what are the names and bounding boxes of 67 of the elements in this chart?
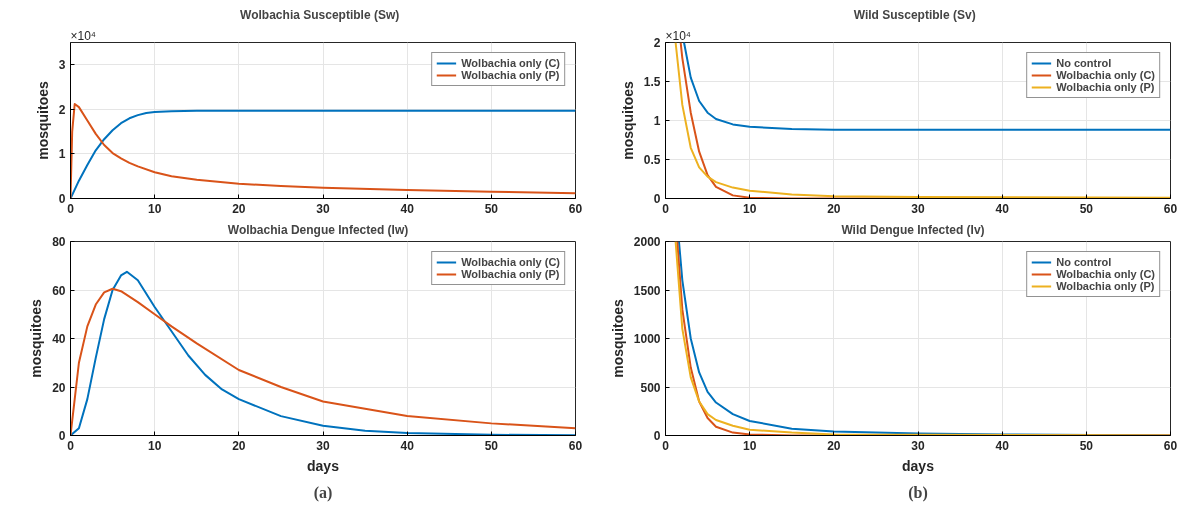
text: (b) xyxy=(908,483,928,502)
y-tick-label: 2 xyxy=(58,102,66,117)
y-tick-label: 1000 xyxy=(633,332,661,346)
x-tick-label: 50 xyxy=(484,438,499,453)
x-tick-label: 10 xyxy=(742,438,757,453)
x-axis-title: days xyxy=(307,457,340,474)
x-tick-label: 60 xyxy=(1163,201,1178,216)
legend-label: Wolbachia only (P) xyxy=(1056,81,1155,93)
y-axis-title: mosquitoes xyxy=(28,299,45,378)
annotation: ×10⁴ xyxy=(665,28,692,43)
y-tick-label: 2 xyxy=(653,36,661,50)
y-tick-label: 500 xyxy=(640,380,661,395)
x-tick-label: 10 xyxy=(147,438,162,453)
y-tick-label: 0.5 xyxy=(643,153,661,167)
y-axis-title: mosquitoes xyxy=(34,81,51,160)
legend-label: Wolbachia only (P) xyxy=(461,69,560,81)
x-tick-label: 30 xyxy=(316,201,330,216)
legend-label: Wolbachia only (P) xyxy=(1056,280,1155,292)
x-axis-title: days xyxy=(902,457,935,474)
x-tick-label: 20 xyxy=(232,438,246,453)
legend-label: Wolbachia only (C) xyxy=(1056,268,1155,280)
y-tick-label: 1.5 xyxy=(643,75,661,89)
x-tick-label: 60 xyxy=(568,201,583,216)
chart-title: Wild Susceptible (Sv) xyxy=(853,7,976,22)
y-tick-label: 0 xyxy=(653,429,661,443)
x-tick-label: 50 xyxy=(1079,438,1094,453)
legend-label: Wolbachia only (C) xyxy=(461,256,560,268)
x-tick-label: 40 xyxy=(995,201,1010,216)
y-tick-label: 80 xyxy=(52,235,66,249)
y-tick-label: 20 xyxy=(52,380,66,395)
x-tick-label: 20 xyxy=(827,438,841,453)
y-tick-label: 0 xyxy=(58,192,66,206)
x-tick-label: 40 xyxy=(995,438,1010,453)
x-tick-label: 20 xyxy=(827,201,841,216)
x-tick-label: 10 xyxy=(147,201,162,216)
x-tick-label: 30 xyxy=(316,438,330,453)
y-tick-label: 60 xyxy=(52,283,66,298)
y-axis-title: mosquitoes xyxy=(619,81,636,160)
y-tick-label: 1 xyxy=(653,114,661,128)
legend-label: Wolbachia only (C) xyxy=(461,57,560,69)
annotation: ×10⁴ xyxy=(70,28,97,43)
y-tick-label: 3 xyxy=(58,58,66,73)
x-tick-label: 30 xyxy=(911,201,925,216)
x-tick-label: 30 xyxy=(911,438,925,453)
chart-title: Wild Dengue Infected (Iv) xyxy=(841,222,985,237)
y-tick-label: 40 xyxy=(52,332,66,346)
legend-label: No control xyxy=(1056,57,1112,69)
x-tick-label: 40 xyxy=(400,438,415,453)
x-tick-label: 50 xyxy=(1079,201,1094,216)
legend-label: Wolbachia only (C) xyxy=(1056,69,1155,81)
y-tick-label: 0 xyxy=(58,429,66,443)
chart-title: Wolbachia Dengue Infected (Iw) xyxy=(227,222,409,237)
x-tick-label: 60 xyxy=(568,438,583,453)
x-tick-label: 60 xyxy=(1163,438,1178,453)
x-tick-label: 50 xyxy=(484,201,499,216)
x-tick-label: 40 xyxy=(400,201,415,216)
y-tick-label: 1 xyxy=(58,147,66,162)
y-tick-label: 1500 xyxy=(633,283,661,298)
legend-label: Wolbachia only (P) xyxy=(461,268,560,280)
x-tick-label: 10 xyxy=(742,201,757,216)
x-tick-label: 20 xyxy=(232,201,246,216)
y-axis-title: mosquitoes xyxy=(609,299,626,378)
chart-title: Wolbachia Susceptible (Sw) xyxy=(240,7,400,22)
legend-label: No control xyxy=(1056,256,1112,268)
y-tick-label: 2000 xyxy=(633,235,661,249)
text: (a) xyxy=(313,483,333,502)
y-tick-label: 0 xyxy=(653,192,661,206)
